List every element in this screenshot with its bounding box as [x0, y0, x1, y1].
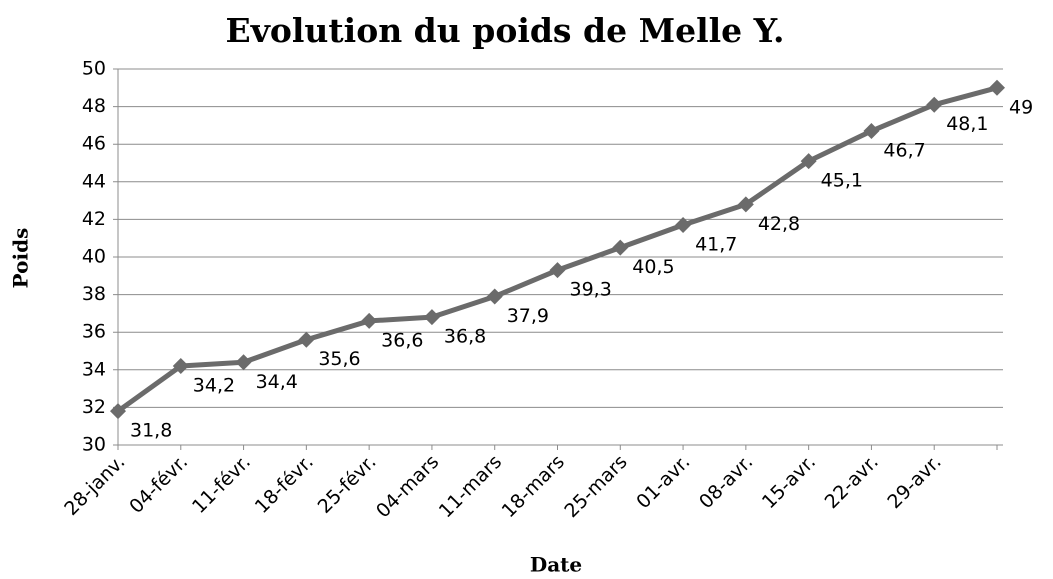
- y-tick-label: 32: [82, 396, 106, 418]
- x-tick-label: 28-janv.: [60, 451, 129, 520]
- x-tick-label: 18-févr.: [251, 451, 318, 518]
- y-tick-label: 40: [82, 246, 106, 268]
- y-tick-label: 42: [82, 208, 106, 230]
- y-tick-label: 34: [82, 358, 106, 380]
- marker: [361, 312, 378, 329]
- x-tick-label: 01-avr.: [632, 451, 694, 513]
- x-tick-label: 08-avr.: [695, 451, 757, 513]
- data-label: 42,8: [758, 213, 800, 235]
- marker: [737, 196, 754, 213]
- marker: [675, 217, 692, 234]
- data-label: 46,7: [883, 140, 925, 162]
- marker: [110, 403, 126, 420]
- data-label: 49: [1009, 96, 1033, 118]
- x-tick-label: 11-mars: [435, 451, 506, 522]
- data-label: 45,1: [821, 170, 863, 192]
- marker: [989, 79, 1005, 96]
- marker: [235, 354, 252, 371]
- y-tick-label: 30: [82, 434, 106, 456]
- x-tick-label: 11-févr.: [188, 451, 255, 518]
- data-label: 37,9: [507, 305, 549, 327]
- x-tick-label: 04-févr.: [125, 451, 192, 518]
- data-label: 48,1: [946, 113, 988, 135]
- x-tick-label: 29-avr.: [883, 451, 945, 513]
- x-axis-title: Date: [530, 553, 582, 577]
- marker: [926, 96, 943, 113]
- data-label: 39,3: [570, 279, 612, 301]
- x-tick-label: 04-mars: [372, 451, 443, 522]
- x-tick-label: 25-mars: [560, 451, 631, 522]
- y-tick-label: 48: [82, 95, 106, 117]
- data-label: 36,8: [444, 326, 486, 348]
- marker: [172, 358, 189, 375]
- y-tick-label: 50: [82, 58, 106, 80]
- data-label: 36,6: [381, 329, 423, 351]
- data-label: 35,6: [318, 348, 360, 370]
- x-tick-label: 18-mars: [498, 451, 569, 522]
- y-axis-title: Poids: [9, 228, 33, 289]
- chart-title: Evolution du poids de Melle Y.: [226, 11, 785, 50]
- data-label: 41,7: [695, 234, 737, 256]
- marker: [298, 331, 315, 348]
- marker: [486, 288, 503, 305]
- y-tick-label: 46: [82, 133, 106, 155]
- data-label: 40,5: [632, 256, 674, 278]
- y-tick-label: 44: [82, 170, 106, 192]
- x-tick-label: 22-avr.: [821, 451, 883, 513]
- marker: [612, 239, 629, 256]
- marker: [800, 153, 817, 170]
- data-label: 34,4: [256, 371, 298, 393]
- x-tick-label: 15-avr.: [758, 451, 820, 513]
- x-tick-label: 25-févr.: [314, 451, 381, 518]
- marker: [549, 262, 566, 279]
- y-tick-label: 36: [82, 321, 106, 343]
- y-tick-label: 38: [82, 283, 106, 305]
- data-label: 34,2: [193, 375, 235, 397]
- marker: [863, 123, 880, 140]
- marker: [423, 309, 440, 326]
- data-label: 31,8: [130, 420, 172, 442]
